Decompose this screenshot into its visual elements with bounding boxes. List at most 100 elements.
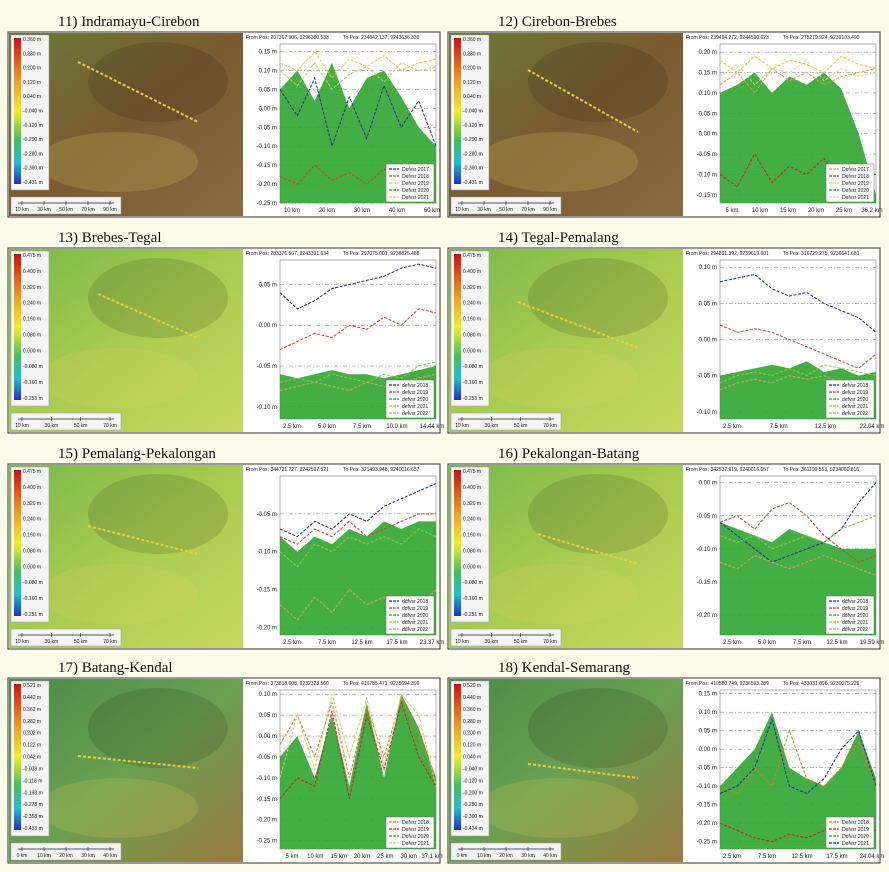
scale-label: 40 km — [543, 853, 557, 859]
scale-label: 50 km — [74, 639, 88, 645]
x-tick-label: 10.0 km — [386, 424, 407, 430]
colorbar-label: -0.080 m — [463, 580, 483, 586]
x-tick-label: 5 km — [285, 854, 298, 860]
legend-label: defvsr 2021 — [402, 404, 428, 410]
colorbar-label: 0.362 m — [23, 707, 41, 713]
colorbar-label: 0.000 m — [463, 348, 481, 354]
y-tick-label: 0.10 m — [259, 692, 277, 698]
map-texture — [478, 564, 638, 624]
x-tick-label: 22.04 km — [860, 424, 885, 430]
scale-label: 30 km — [477, 207, 491, 213]
x-tick-label: 12.5 km — [351, 640, 372, 646]
x-tick-label: 12.5 km — [826, 640, 847, 646]
y-tick-label: 0.00 m — [699, 338, 717, 344]
colorbar-label: -0.080 m — [463, 364, 483, 370]
colorbar-label: -0.433 m — [23, 826, 43, 832]
series-area — [280, 694, 436, 849]
colorbar-label: 0.122 m — [23, 743, 41, 749]
map-texture — [528, 474, 668, 554]
colorbar-label: 0.000 m — [23, 564, 41, 570]
legend-label: Defvsr 2018 — [402, 820, 429, 826]
colorbar-label: -0.431 m — [463, 180, 483, 186]
legend-label: Defvsr 2018 — [402, 174, 429, 180]
legend-label: Defvsr 2018 — [842, 174, 869, 180]
colorbar-label: -0.251 m — [23, 612, 43, 618]
colorbar-label: -0.198 m — [23, 790, 43, 796]
y-tick-label: 0.10 m — [699, 265, 717, 271]
x-tick-label: 5 km — [725, 208, 738, 214]
map-texture — [528, 42, 668, 122]
scale-box — [450, 412, 562, 431]
x-tick-label: 30 km — [354, 208, 370, 214]
colorbar-label: 0.280 m — [463, 51, 481, 57]
legend-label: defvsr 2021 — [842, 404, 868, 410]
colorbar — [454, 254, 461, 400]
profile-line — [537, 533, 639, 565]
y-tick-label: -0.15 m — [257, 797, 277, 803]
scale-label: 50 km — [59, 207, 73, 213]
series-line — [719, 324, 877, 369]
panel: 17) Batang-Kendal 0.521 m 0.442 m 0.362 m 0.… — [7, 660, 443, 864]
colorbar — [14, 38, 21, 184]
y-tick-label: -0.15 m — [257, 588, 277, 594]
series-line — [719, 364, 877, 384]
colorbar-label: 0.000 m — [23, 348, 41, 354]
map-texture — [528, 688, 668, 768]
legend-label: Defvsr 2020 — [842, 188, 869, 194]
y-tick-label: -0.20 m — [697, 613, 717, 619]
y-tick-label: -0.05 m — [697, 374, 717, 380]
panel-title: 13) Brebes-Tegal — [58, 230, 162, 246]
colorbar-label: 0.160 m — [463, 533, 481, 539]
to-pos: To Pos: 410785.471, 9235694.399 — [343, 681, 420, 687]
colorbar-label: 0.160 m — [23, 317, 41, 323]
y-tick-label: -0.10 m — [697, 547, 717, 553]
series-line — [279, 62, 437, 91]
x-tick-label: 36.2 km — [861, 208, 882, 214]
y-tick-label: 0.15 m — [259, 50, 277, 56]
series-line — [279, 693, 437, 787]
colorbar-label: -0.253 m — [463, 396, 483, 402]
map-texture — [88, 258, 228, 338]
y-tick-label: -0.20 m — [257, 182, 277, 188]
colorbar-label: -0.120 m — [23, 123, 43, 129]
colorbar-label: -0.358 m — [23, 814, 43, 820]
colorbar-label: 0.080 m — [463, 332, 481, 338]
scale-label: 30 km — [45, 639, 59, 645]
x-tick-label: 15 km — [330, 854, 346, 860]
y-tick-label: 0.00 m — [699, 481, 717, 487]
y-tick-label: -0.05 m — [697, 514, 717, 520]
scale-label: 70 km — [103, 639, 117, 645]
legend-label: Defvsr 2019 — [402, 181, 429, 187]
y-tick-label: 0.00 m — [699, 747, 717, 753]
colorbar-label: 0.000 m — [463, 564, 481, 570]
panel-title: 11) Indramayu-Cirebon — [58, 14, 200, 30]
legend-label: defvsr 2020 — [402, 397, 428, 403]
colorbar-label: 0.400 m — [463, 269, 481, 275]
scale-label: 10 km — [455, 423, 469, 429]
series-line — [719, 515, 877, 550]
map-texture — [38, 132, 198, 192]
legend-label: Defvsr 2019 — [842, 181, 869, 187]
colorbar-label: -0.160 m — [463, 380, 483, 386]
y-tick-label: -0.05 m — [697, 152, 717, 158]
legend-label: ddfvsr 2018 — [402, 599, 428, 605]
scale-box — [10, 412, 122, 431]
scale-label: 10 km — [37, 853, 51, 859]
x-tick-label: 7.5 km — [770, 424, 788, 430]
to-pos: To Pos: 297075.001, 9238825.488 — [343, 251, 420, 257]
colorbar-label: -0.280 m — [23, 151, 43, 157]
scale-label: 90 km — [543, 207, 557, 213]
y-tick-label: 0.00 m — [259, 734, 277, 740]
scale-label: 20 km — [499, 853, 513, 859]
colorbar-label: -0.200 m — [463, 790, 483, 796]
x-tick-label: 40 km — [389, 208, 405, 214]
legend-label: Defvsr 2020 — [402, 834, 429, 840]
scale-label: 30 km — [45, 423, 59, 429]
colorbar-label: 0.080 m — [23, 548, 41, 554]
x-tick-label: 12.5 km — [815, 424, 836, 430]
colorbar-label: -0.360 m — [463, 814, 483, 820]
colorbar-label: 0.282 m — [23, 719, 41, 725]
colorbar-label: -0.080 m — [23, 364, 43, 370]
scale-label: 70 km — [543, 423, 557, 429]
y-tick-label: -0.25 m — [257, 201, 277, 207]
